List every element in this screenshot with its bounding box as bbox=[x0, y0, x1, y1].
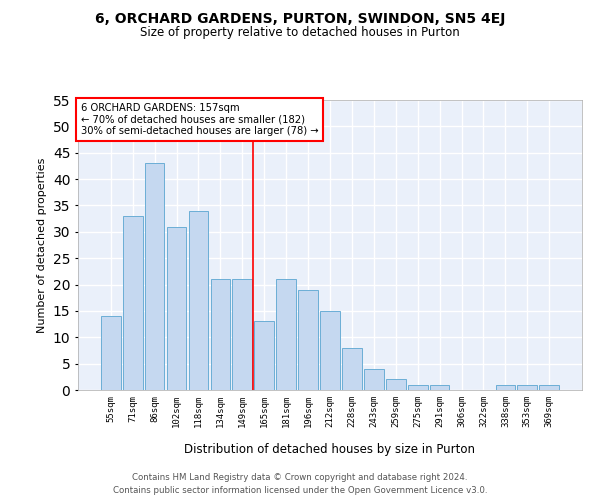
Bar bbox=[298, 290, 318, 390]
Text: Distribution of detached houses by size in Purton: Distribution of detached houses by size … bbox=[185, 442, 476, 456]
Bar bbox=[539, 384, 559, 390]
Text: Contains public sector information licensed under the Open Government Licence v3: Contains public sector information licen… bbox=[113, 486, 487, 495]
Text: Contains HM Land Registry data © Crown copyright and database right 2024.: Contains HM Land Registry data © Crown c… bbox=[132, 472, 468, 482]
Bar bbox=[276, 280, 296, 390]
Text: 6, ORCHARD GARDENS, PURTON, SWINDON, SN5 4EJ: 6, ORCHARD GARDENS, PURTON, SWINDON, SN5… bbox=[95, 12, 505, 26]
Bar bbox=[123, 216, 143, 390]
Bar bbox=[254, 322, 274, 390]
Text: 6 ORCHARD GARDENS: 157sqm
← 70% of detached houses are smaller (182)
30% of semi: 6 ORCHARD GARDENS: 157sqm ← 70% of detac… bbox=[80, 103, 318, 136]
Bar bbox=[320, 311, 340, 390]
Bar bbox=[342, 348, 362, 390]
Bar bbox=[496, 384, 515, 390]
Bar bbox=[232, 280, 252, 390]
Bar bbox=[167, 226, 187, 390]
Bar bbox=[386, 380, 406, 390]
Y-axis label: Number of detached properties: Number of detached properties bbox=[37, 158, 47, 332]
Bar bbox=[408, 384, 428, 390]
Bar bbox=[211, 280, 230, 390]
Bar bbox=[101, 316, 121, 390]
Text: Size of property relative to detached houses in Purton: Size of property relative to detached ho… bbox=[140, 26, 460, 39]
Bar bbox=[188, 210, 208, 390]
Bar bbox=[430, 384, 449, 390]
Bar bbox=[517, 384, 537, 390]
Bar bbox=[145, 164, 164, 390]
Bar bbox=[364, 369, 384, 390]
